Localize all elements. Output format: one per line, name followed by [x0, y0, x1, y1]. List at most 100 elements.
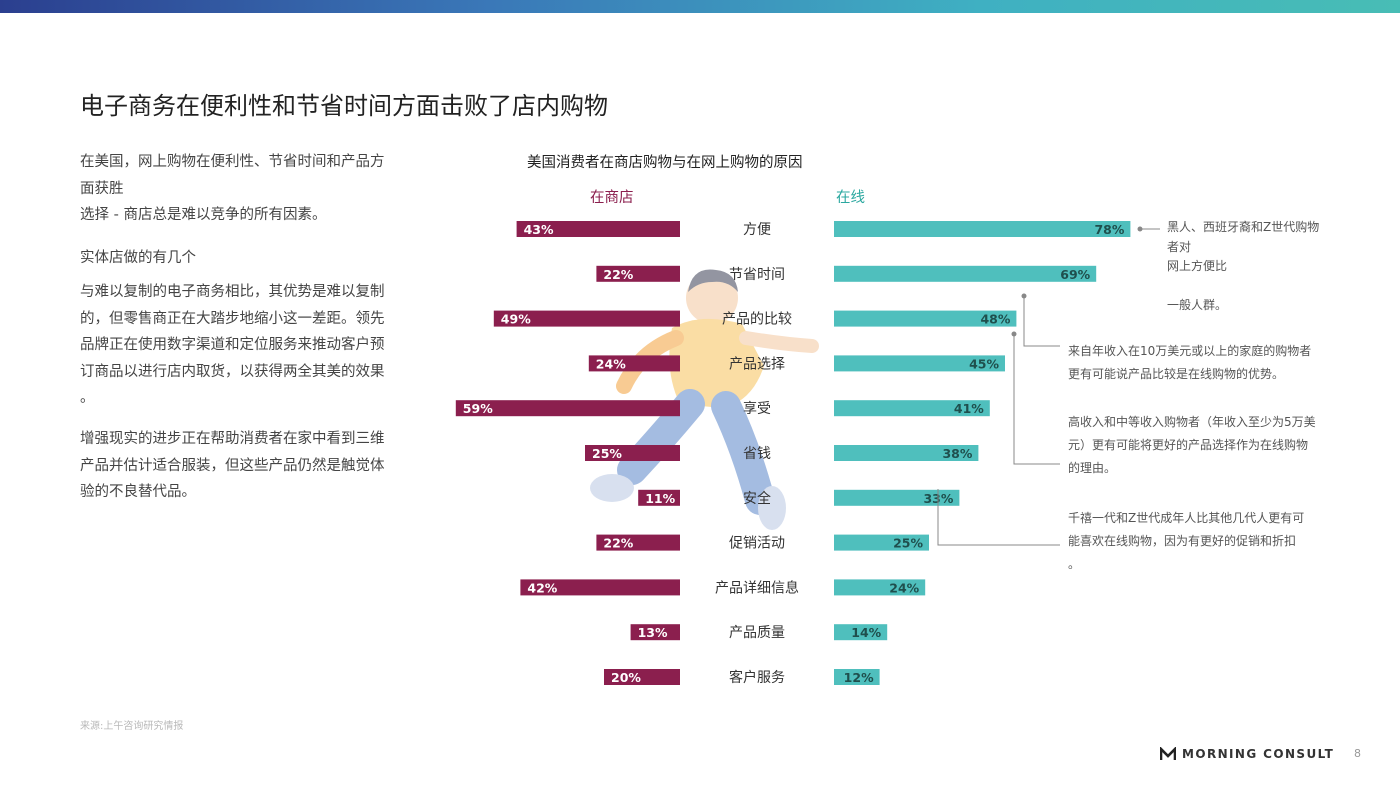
- note-line: 。: [1068, 557, 1081, 571]
- bar-store-label: 22%: [603, 536, 633, 551]
- runner-leg-right: [711, 391, 775, 515]
- bar-store-label: 20%: [611, 670, 641, 685]
- text-line: 与难以复制的电子商务相比，其优势是难以复制: [80, 284, 385, 300]
- bar-online-label: 41%: [954, 401, 984, 416]
- bar-online-label: 48%: [980, 312, 1010, 327]
- bar-online-label: 38%: [942, 446, 972, 461]
- category-label: 产品选择: [729, 356, 785, 372]
- bar-online-label: 24%: [889, 580, 919, 595]
- text-line: 品牌正在使用数字渠道和定位服务来推动客户预: [80, 337, 385, 353]
- callout-note-3: 高收入和中等收入购物者（年收入至少为5万美 元）更有可能将更好的产品选择作为在线…: [1068, 411, 1328, 480]
- bar-store: [520, 579, 680, 596]
- runner-illustration: [590, 269, 819, 530]
- text-line: 订商品以进行店内取货，以获得两全其美的效果: [80, 363, 385, 380]
- note-line: 高收入和中等收入购物者（年收入至少为5万美: [1068, 415, 1316, 429]
- left-paragraph-2: 与难以复制的电子商务相比，其优势是难以复制 的，但零售商正在大踏步地缩小这一差距…: [80, 279, 420, 412]
- page-number: 8: [1354, 747, 1361, 760]
- bar-online-label: 14%: [851, 625, 881, 640]
- bar-store: [588, 355, 680, 372]
- legend-online: 在线: [836, 190, 865, 206]
- note-line: 黑人、西班牙裔和Z世代购物: [1167, 220, 1320, 234]
- bar-store: [455, 400, 680, 417]
- bar-online-label: 69%: [1060, 267, 1090, 282]
- note-line: 一般人群。: [1167, 298, 1228, 312]
- category-label: 客户服务: [729, 669, 785, 686]
- bar-online: [834, 669, 880, 685]
- callout-dot-1: [1137, 226, 1143, 232]
- runner-leg-left: [617, 389, 705, 485]
- runner-shoe-left: [590, 474, 634, 502]
- bar-store: [516, 221, 680, 237]
- morning-consult-logo: MORNING CONSULT: [1160, 747, 1334, 761]
- runner-arm-right: [739, 331, 819, 353]
- text-line: 。: [80, 390, 95, 406]
- callout-dot-3: [1011, 331, 1017, 337]
- category-label: 产品详细信息: [715, 579, 799, 596]
- note-line: 更有可能说产品比较是在线购物的优势。: [1068, 367, 1285, 381]
- bar-online: [834, 534, 929, 551]
- text-line: 验的不良替代品。: [80, 484, 196, 500]
- bar-online-label: 25%: [893, 536, 923, 551]
- bar-store-label: 42%: [527, 580, 557, 595]
- text-line: 面获胜: [80, 180, 124, 197]
- bar-store: [638, 489, 680, 506]
- bar-online-label: 45%: [969, 356, 999, 371]
- bar-online-label: 12%: [844, 670, 874, 685]
- note-line: 能喜欢在线购物，因为有更好的促销和折扣: [1068, 534, 1297, 548]
- text-line: 实体店做的有几个: [80, 250, 196, 266]
- page-title: 电子商务在便利性和节省时间方面击败了店内购物: [80, 92, 608, 120]
- note-line: 的理由。: [1068, 461, 1117, 475]
- chart-title: 美国消费者在商店购物与在网上购物的原因: [527, 155, 803, 171]
- bar-online: [834, 489, 960, 506]
- text-line: 增强现实的进步正在帮助消费者在家中看到三维: [80, 431, 385, 447]
- bar-online: [834, 221, 1131, 237]
- left-paragraph-3: 增强现实的进步正在帮助消费者在家中看到三维 产品并估计适合服装，但这些产品仍然是…: [80, 426, 420, 506]
- category-label: 方便: [743, 222, 771, 238]
- bar-store-label: 24%: [596, 356, 626, 371]
- callout-line-2: [1023, 296, 1060, 347]
- bar-store: [596, 534, 680, 551]
- logo-text: MORNING CONSULT: [1182, 747, 1335, 761]
- bar-store-label: 13%: [638, 625, 668, 640]
- note-line: 元）更有可能将更好的产品选择作为在线购物: [1068, 438, 1309, 452]
- left-paragraph-1: 在美国，网上购物在便利性、节省时间和产品方 面获胜 选择 - 商店总是难以竞争的…: [80, 149, 420, 229]
- text-line: 产品并估计适合服装，但这些产品仍然是触觉体: [80, 457, 385, 474]
- bar-store-label: 25%: [592, 446, 622, 461]
- bar-store: [630, 624, 680, 641]
- source-note: 来源:上午咨询研究情报: [80, 721, 184, 732]
- callout-line-4: [937, 489, 1060, 546]
- left-subheading: 实体店做的有几个: [80, 245, 420, 272]
- top-accent-bar: [0, 0, 1400, 13]
- runner-hair: [688, 269, 738, 292]
- bar-online: [834, 355, 1005, 372]
- category-label: 促销活动: [729, 536, 785, 552]
- runner-shoe-right: [758, 486, 786, 530]
- text-line: 的，但零售商正在大踏步地缩小这一差距。领先: [80, 310, 385, 327]
- bar-store-label: 43%: [524, 222, 554, 237]
- note-line: [1167, 277, 1400, 297]
- runner-head: [686, 272, 738, 324]
- bar-store: [585, 445, 680, 461]
- bar-store-label: 59%: [463, 401, 493, 416]
- text-line: 在美国，网上购物在便利性、节省时间和产品方: [80, 154, 385, 170]
- category-label: 安全: [743, 490, 771, 507]
- bar-store-label: 49%: [501, 312, 531, 327]
- bar-online: [834, 265, 1097, 282]
- note-line: 者对: [1167, 239, 1192, 254]
- callout-note-2: 来自年收入在10万美元或以上的家庭的购物者 更有可能说产品比较是在线购物的优势。: [1068, 340, 1328, 386]
- callout-lines: [937, 226, 1160, 546]
- legend-store: 在商店: [590, 190, 634, 206]
- bar-online: [834, 445, 979, 461]
- bar-store-label: 22%: [603, 267, 633, 282]
- bar-store: [604, 669, 680, 685]
- note-line: 千禧一代和Z世代成年人比其他几代人更有可: [1068, 511, 1305, 525]
- callout-dot-2: [1021, 293, 1027, 299]
- bar-online: [834, 624, 888, 641]
- mc-logo-icon: [1160, 747, 1176, 760]
- bar-store: [493, 310, 680, 327]
- callout-note-4: 千禧一代和Z世代成年人比其他几代人更有可 能喜欢在线购物，因为有更好的促销和折扣…: [1068, 507, 1328, 576]
- note-line: 来自年收入在10万美元或以上的家庭的购物者: [1068, 344, 1312, 358]
- category-label: 产品的比较: [722, 312, 792, 328]
- bar-online-label: 78%: [1094, 222, 1124, 237]
